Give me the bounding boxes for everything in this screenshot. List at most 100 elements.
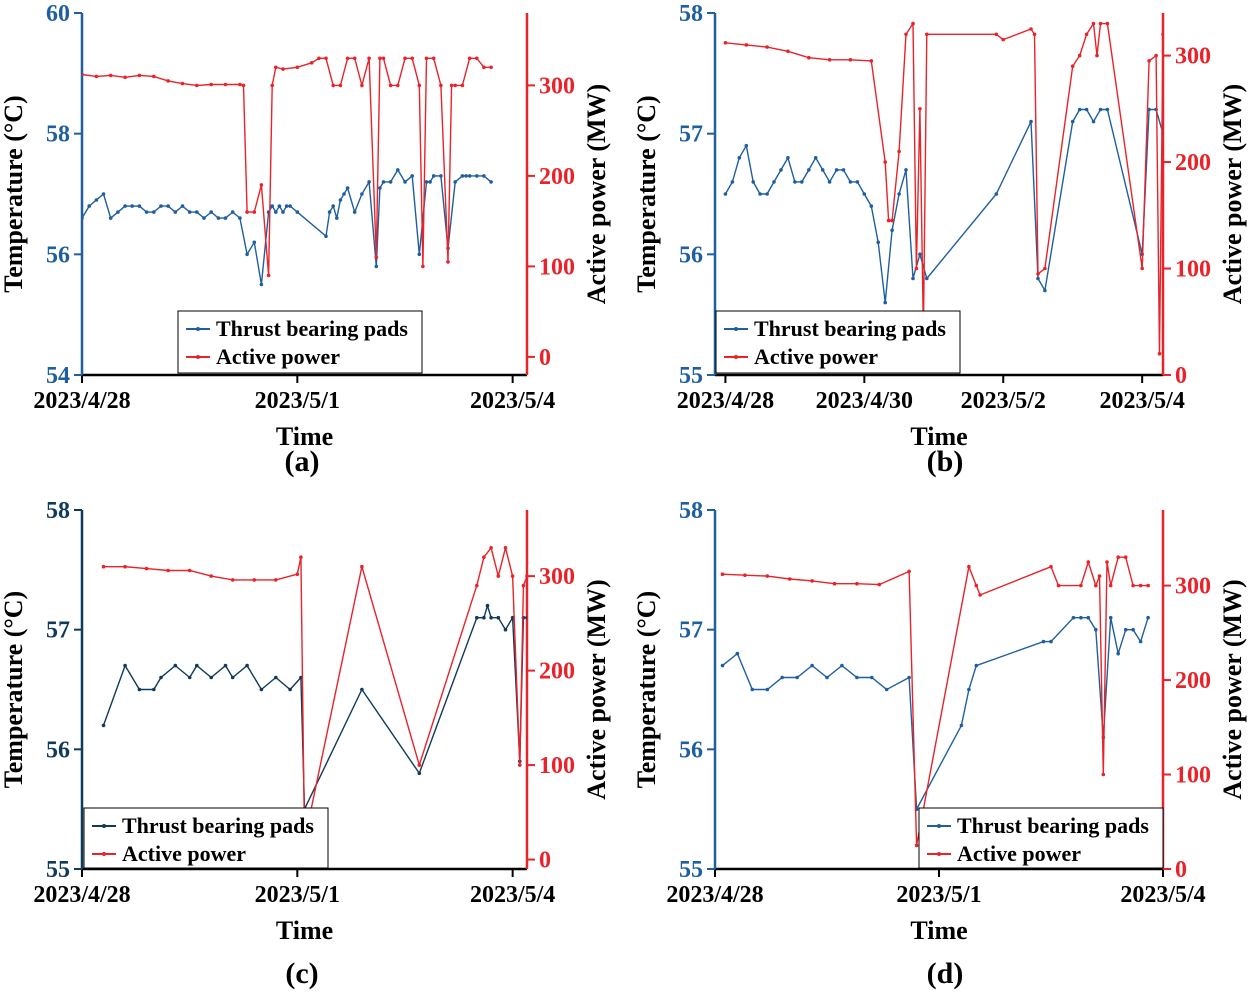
data-point (467, 56, 472, 61)
data-point (130, 204, 134, 208)
data-point (274, 210, 278, 214)
temperature-series (723, 107, 1163, 305)
data-point (431, 174, 436, 178)
right-y-tick-label: 300 (1175, 574, 1211, 600)
data-point (904, 168, 908, 172)
data-point (360, 192, 364, 196)
data-point (230, 210, 235, 214)
data-point (403, 180, 407, 184)
data-point (137, 73, 142, 78)
right-y-tick-label: 200 (1175, 150, 1211, 176)
data-point (904, 32, 908, 37)
data-point (485, 603, 490, 608)
data-point (209, 675, 213, 680)
data-point (855, 675, 859, 680)
data-point (795, 675, 799, 680)
data-point (195, 663, 199, 668)
data-point (897, 192, 901, 196)
data-point (281, 67, 285, 71)
right-y-tick-label: 200 (539, 659, 575, 685)
data-point (230, 675, 235, 680)
data-point (252, 240, 257, 245)
data-point (1146, 583, 1150, 588)
data-point (1138, 583, 1143, 588)
data-point (758, 192, 762, 196)
data-point (525, 615, 527, 620)
data-point (723, 41, 728, 45)
data-point (1036, 272, 1040, 276)
x-tick-label: 2023/5/4 (1120, 882, 1205, 908)
x-tick-label: 2023/4/28 (33, 882, 130, 908)
series-line (722, 556, 1149, 846)
legend-label: Thrust bearing pads (122, 813, 314, 838)
data-point (786, 49, 790, 54)
data-point (772, 180, 776, 184)
data-point (403, 56, 407, 61)
data-point (1108, 583, 1113, 588)
data-point (374, 264, 379, 269)
data-point (223, 82, 228, 87)
data-point (1001, 37, 1005, 42)
data-point (449, 83, 454, 88)
data-point (820, 168, 825, 172)
data-point (765, 574, 770, 578)
data-point (1105, 107, 1110, 112)
data-point (123, 663, 127, 668)
data-point (911, 21, 915, 26)
data-point (1131, 583, 1135, 588)
data-point (1098, 21, 1103, 26)
right-y-tick-label: 100 (539, 254, 575, 280)
data-point (883, 300, 887, 305)
x-tick-label: 2023/5/1 (896, 882, 981, 908)
data-point (737, 156, 742, 160)
data-point (223, 216, 228, 220)
data-point (259, 183, 264, 187)
legend-marker (102, 852, 106, 856)
data-point (510, 574, 515, 578)
left-y-tick-label: 55 (46, 857, 70, 883)
data-point (159, 204, 163, 208)
data-point (216, 216, 221, 220)
data-point (925, 32, 929, 37)
data-point (1029, 119, 1033, 124)
data-point (180, 204, 185, 208)
data-point (108, 73, 113, 78)
data-point (884, 687, 889, 692)
data-point (144, 210, 149, 214)
data-point (159, 675, 163, 680)
x-tick-label: 2023/4/30 (816, 388, 913, 414)
data-point (1071, 615, 1076, 620)
data-point (907, 569, 911, 574)
data-point (388, 180, 393, 184)
data-point (475, 583, 479, 588)
series-line (82, 57, 492, 276)
data-point (338, 198, 343, 202)
data-point (720, 572, 725, 576)
panel-label: (d) (927, 957, 964, 990)
chart-panel-4: 2023/4/28 2023/5/1 2023/5/4 55 56 57 58 0 100 200… (632, 498, 1247, 990)
data-point (1157, 351, 1162, 356)
data-point (464, 174, 468, 178)
data-point (787, 577, 792, 581)
data-point (482, 555, 486, 559)
series-line (724, 108, 1163, 303)
x-tick-label: 2023/4/28 (666, 882, 763, 908)
data-point (489, 180, 493, 184)
data-point (723, 192, 728, 196)
data-point (1116, 555, 1120, 559)
right-y-tick-label: 100 (539, 753, 575, 779)
left-y-tick-label: 55 (679, 857, 703, 883)
data-point (152, 74, 156, 79)
data-point (338, 83, 343, 88)
data-point (914, 266, 919, 271)
data-point (1131, 627, 1135, 632)
legend-box (918, 807, 1164, 869)
legend-marker (102, 824, 106, 828)
data-point (295, 210, 300, 214)
data-point (475, 615, 479, 620)
data-point (381, 56, 386, 61)
data-point (869, 204, 874, 208)
data-point (309, 61, 314, 65)
data-point (453, 180, 458, 184)
x-tick-label: 2023/4/28 (677, 388, 774, 414)
